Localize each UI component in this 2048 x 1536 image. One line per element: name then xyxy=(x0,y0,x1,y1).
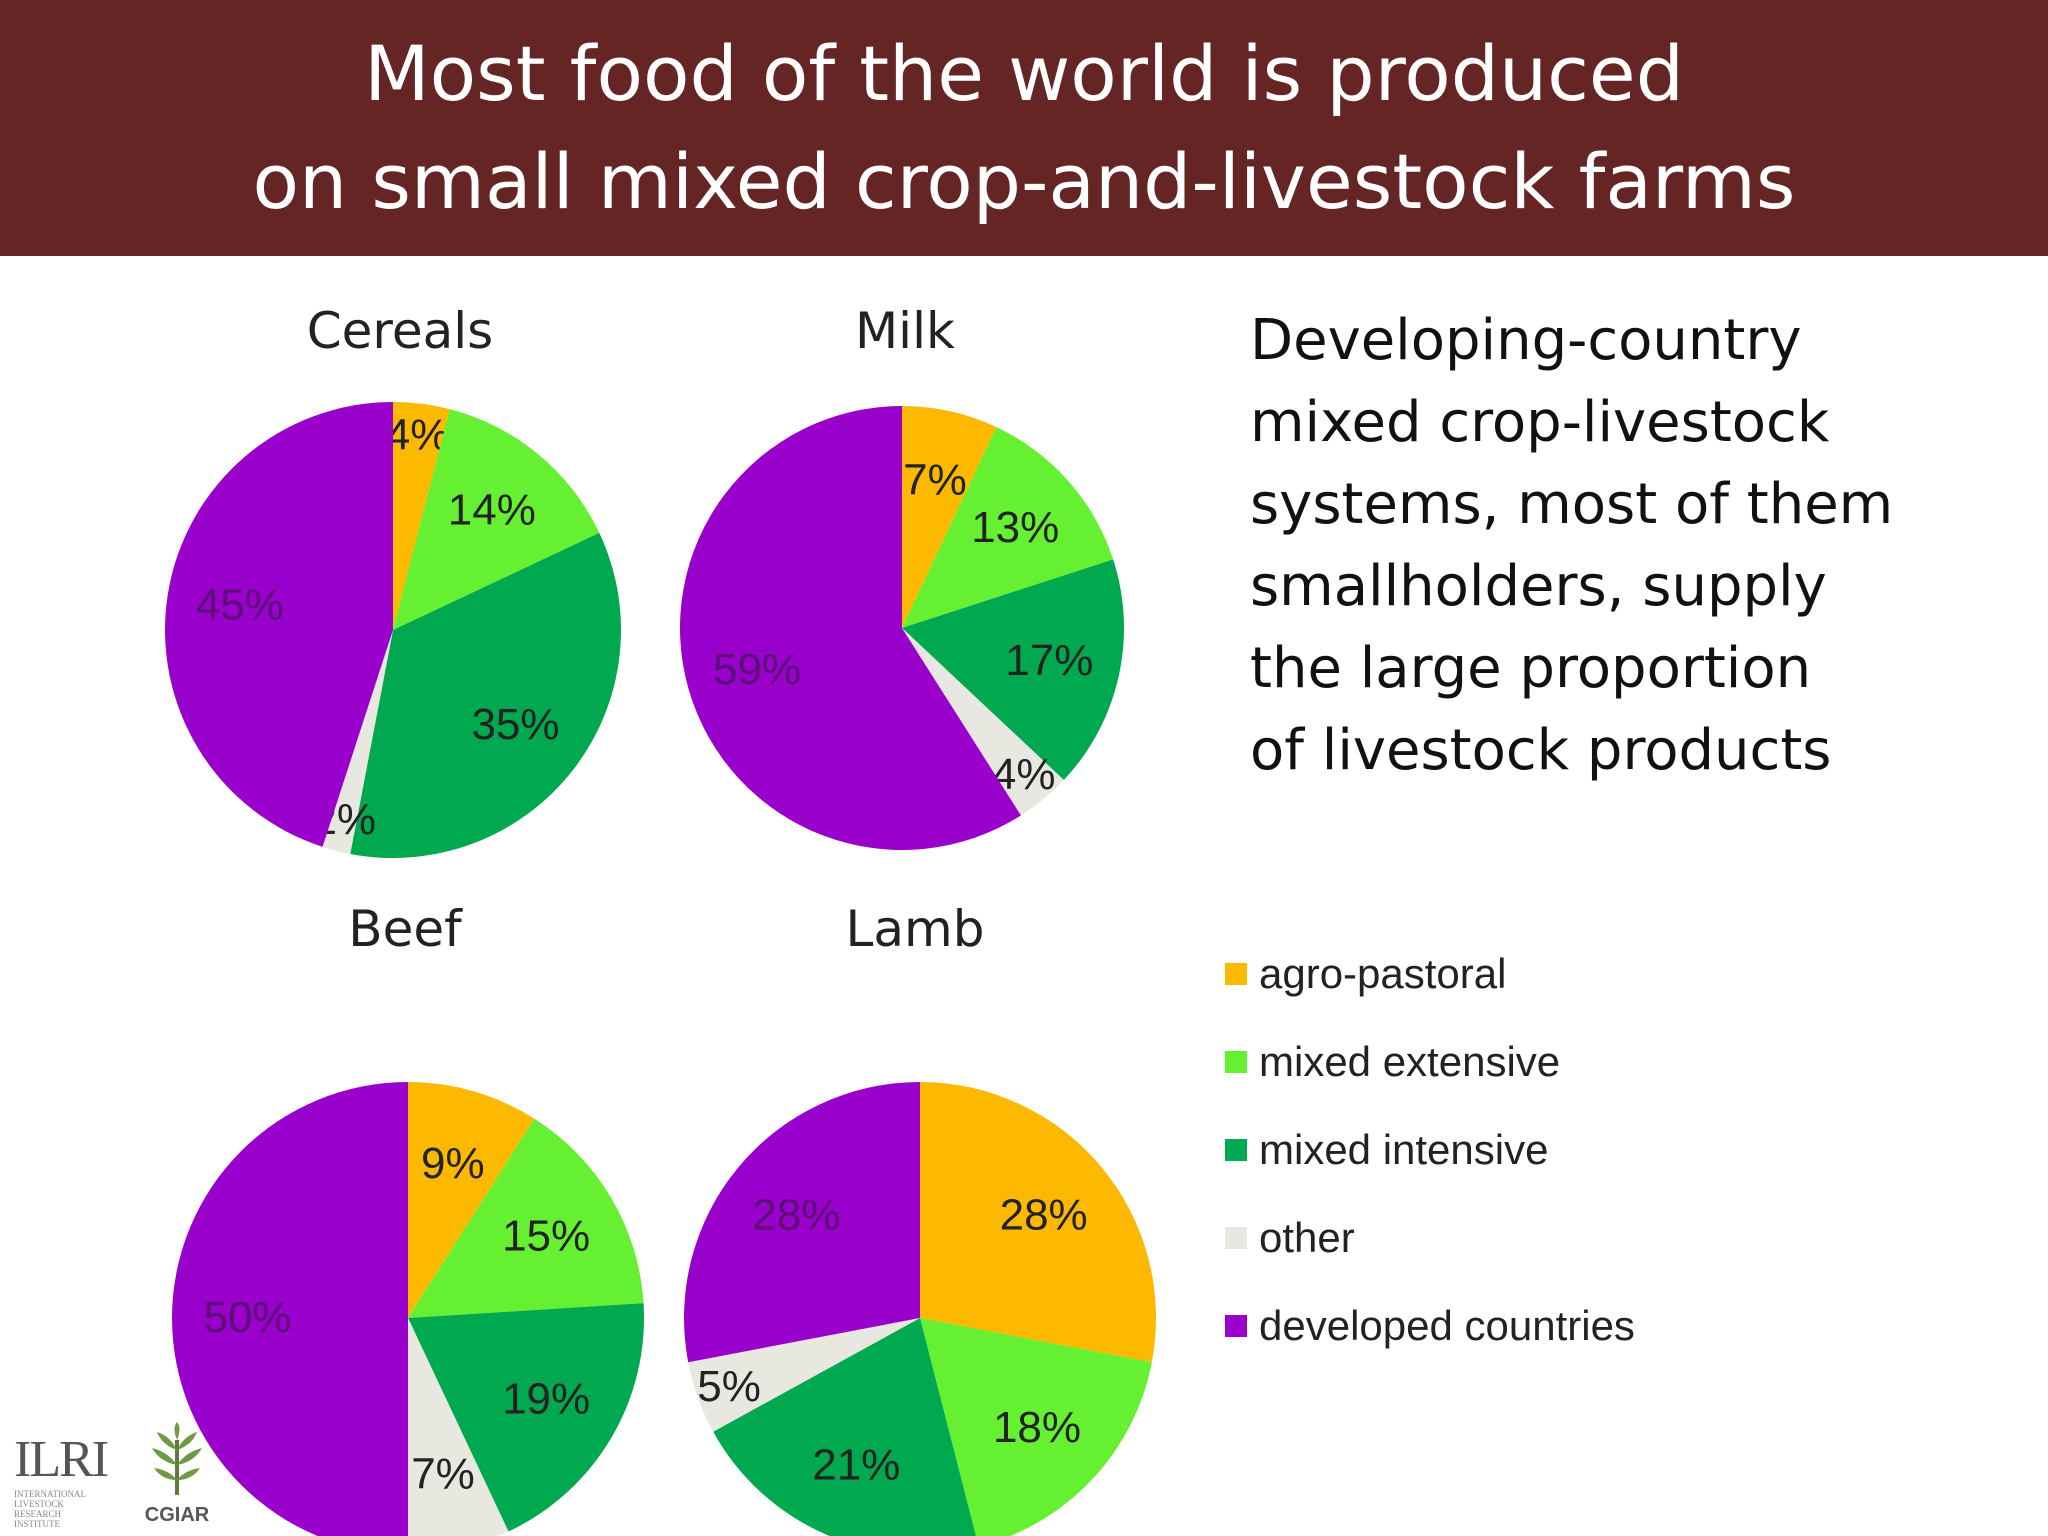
legend-item-other: other xyxy=(1225,1194,1635,1282)
pie-data-label: 7% xyxy=(411,1450,475,1499)
cgiar-logo: CGIAR xyxy=(132,1420,222,1527)
pie-data-label: 5% xyxy=(697,1362,761,1411)
pie-slice-developed-countries xyxy=(172,1082,408,1536)
pie-slice-mixed-intensive xyxy=(350,532,621,858)
pie-chart-milk: Milk 7% 13% 17% 4% 59% xyxy=(670,290,1140,870)
legend-label: other xyxy=(1259,1214,1355,1261)
pie-data-label: 15% xyxy=(502,1211,590,1260)
pie-data-label: 4% xyxy=(386,410,450,459)
pie-data-label: 19% xyxy=(502,1375,590,1424)
pie-data-label: 50% xyxy=(203,1293,291,1342)
chart-title: Cereals xyxy=(306,302,494,360)
side-text-line: Developing-country xyxy=(1250,308,1802,373)
legend-swatch xyxy=(1225,1227,1247,1249)
pie-data-label: 21% xyxy=(812,1440,900,1489)
legend-label: developed countries xyxy=(1259,1302,1635,1349)
legend-swatch xyxy=(1225,1139,1247,1161)
ilri-logo-subtext: INTERNATIONAL LIVESTOCK RESEARCH INSTITU… xyxy=(14,1489,86,1529)
side-text-line: systems, most of them xyxy=(1250,472,1894,537)
pie-slice-developed-countries xyxy=(684,1082,920,1363)
side-description: Developing-country mixed crop-livestock … xyxy=(1250,300,2010,792)
pie-slice-mixed-intensive xyxy=(408,1303,644,1532)
side-text-line: mixed crop-livestock xyxy=(1250,390,1830,455)
pie-slice-mixed-intensive xyxy=(902,559,1124,780)
legend-item-agro-pastoral: agro-pastoral xyxy=(1225,930,1635,1018)
pie-slice-other xyxy=(688,1318,920,1432)
chart-title: Beef xyxy=(348,900,462,958)
pie-data-label: 35% xyxy=(471,700,559,749)
pie-slice-developed-countries xyxy=(165,402,393,847)
pie-slice-mixed-extensive xyxy=(408,1118,644,1318)
pie-data-label: 13% xyxy=(971,503,1059,552)
pie-data-label: 14% xyxy=(448,486,536,535)
pie-data-label: 18% xyxy=(993,1403,1081,1452)
pie-chart-lamb: Lamb 28% 18% 21% 5% 28% xyxy=(670,890,1160,1536)
pie-data-label: 17% xyxy=(1005,636,1093,685)
pie-data-label: 28% xyxy=(752,1191,840,1240)
pie-slice-mixed-extensive xyxy=(920,1318,1152,1536)
side-text-line: smallholders, supply xyxy=(1250,554,1827,619)
chart-title: Milk xyxy=(855,302,955,360)
legend-label: mixed intensive xyxy=(1259,1126,1549,1173)
pie-svg: 28% 18% 21% 5% 28% xyxy=(684,1082,1156,1536)
pie-slice-agro-pastoral xyxy=(408,1082,535,1318)
chart-legend: agro-pastoral mixed extensive mixed inte… xyxy=(1225,930,1635,1370)
legend-item-developed-countries: developed countries xyxy=(1225,1282,1635,1370)
slide-header: Most food of the world is produced on sm… xyxy=(0,0,2048,256)
legend-swatch xyxy=(1225,1315,1247,1337)
wheat-icon xyxy=(152,1422,202,1495)
pie-slice-other xyxy=(408,1318,509,1536)
pie-svg: 7%13%17%4%59% xyxy=(680,406,1124,850)
side-text-line: of livestock products xyxy=(1250,718,1832,783)
legend-label: mixed extensive xyxy=(1259,1038,1561,1085)
pie-svg: 9% 15% 19% 7% 50% xyxy=(172,1082,644,1536)
legend-item-mixed-extensive: mixed extensive xyxy=(1225,1018,1635,1106)
legend-swatch xyxy=(1225,963,1247,985)
pie-slice-agro-pastoral xyxy=(393,402,450,630)
slide-title-line-1: Most food of the world is produced xyxy=(364,29,1684,118)
side-text-line: the large proportion xyxy=(1250,636,1812,701)
pie-slice-other xyxy=(322,630,393,854)
legend-item-mixed-intensive: mixed intensive xyxy=(1225,1106,1635,1194)
pie-data-label: 59% xyxy=(713,645,801,694)
legend-swatch xyxy=(1225,1051,1247,1073)
pie-data-label: 7% xyxy=(903,456,967,505)
pie-slice-agro-pastoral xyxy=(920,1082,1156,1363)
pie-chart-beef: Beef 9% 15% 19% 7% 50% xyxy=(160,890,650,1536)
pie-svg: 4%14%35%2%45% xyxy=(165,402,621,858)
pie-data-label: 28% xyxy=(1000,1191,1088,1240)
pie-chart-cereals: Cereals 4% 14% 35% 2% 45% xyxy=(160,290,640,870)
cgiar-logo-text: CGIAR xyxy=(144,1504,210,1526)
pie-slice-mixed-extensive xyxy=(902,427,1114,628)
slide-title-line-2: on small mixed crop-and-livestock farms xyxy=(252,137,1796,226)
pie-slice-mixed-intensive xyxy=(713,1318,976,1536)
pie-data-label: 45% xyxy=(196,581,284,630)
pie-slice-agro-pastoral xyxy=(902,406,997,628)
pie-slice-developed-countries xyxy=(680,406,1021,850)
ilri-logo: ILRI INTERNATIONAL LIVESTOCK RESEARCH IN… xyxy=(14,1430,109,1529)
chart-title: Lamb xyxy=(845,900,985,958)
pie-slice-mixed-extensive xyxy=(393,409,600,630)
pie-slice-other xyxy=(902,628,1064,816)
pie-data-label: 9% xyxy=(421,1139,485,1188)
legend-label: agro-pastoral xyxy=(1259,950,1507,997)
ilri-logo-text: ILRI xyxy=(14,1431,109,1488)
